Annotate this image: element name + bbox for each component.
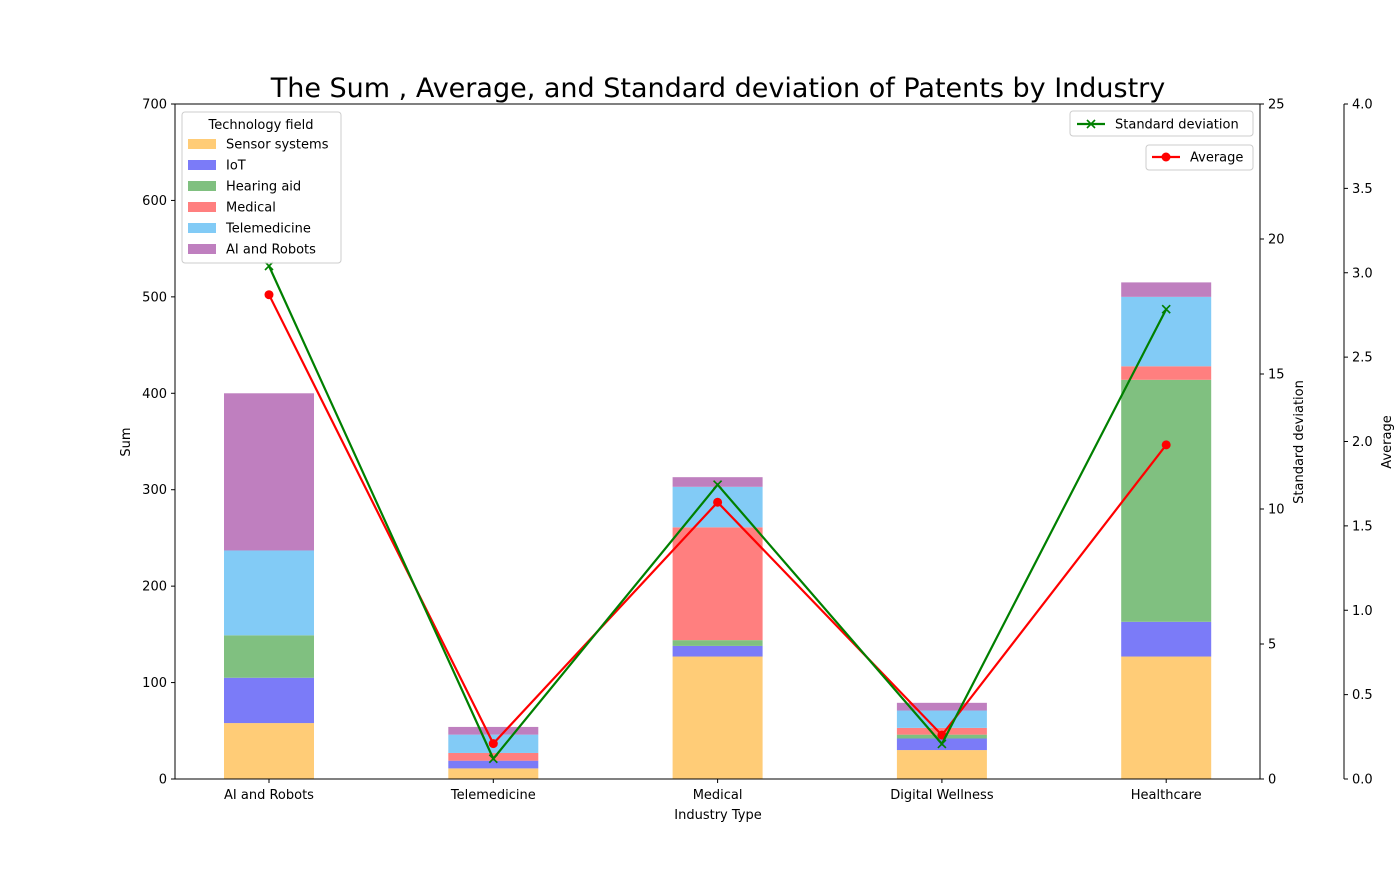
average-tick-label: 3.5	[1352, 182, 1373, 197]
bar-segment	[1121, 657, 1211, 779]
y-tick-label: 400	[142, 387, 167, 402]
std-tick-label: 0	[1268, 773, 1276, 788]
legend-swatch	[188, 223, 216, 233]
legend-swatch	[188, 139, 216, 149]
average-tick-label: 1.0	[1352, 604, 1373, 619]
average-point	[713, 498, 722, 507]
std-tick-label: 10	[1268, 503, 1285, 518]
average-tick-label: 3.0	[1352, 266, 1373, 281]
x-tick-label: Medical	[693, 788, 743, 803]
x-tick-label: AI and Robots	[224, 788, 314, 803]
y-tick-label: 0	[159, 773, 167, 788]
bar-segment	[224, 393, 314, 550]
legend-technology-field: Technology field Sensor systems IoT Hearing…	[182, 112, 341, 263]
legend-label: IoT	[226, 159, 246, 174]
average-tick-label: 1.5	[1352, 519, 1373, 534]
legend-label: Standard deviation	[1115, 118, 1239, 133]
bar-segment	[224, 550, 314, 635]
y-tick-label: 500	[142, 290, 167, 305]
y-tick-label: 700	[142, 98, 167, 113]
bar-segment	[448, 768, 538, 779]
std-tick-label: 5	[1268, 638, 1276, 653]
bar-segment	[1121, 380, 1211, 622]
legend-standard-deviation: Standard deviation	[1070, 111, 1253, 136]
y-axis-label-average: Average	[1380, 415, 1395, 468]
bar-segment	[448, 761, 538, 769]
std-tick-label: 15	[1268, 368, 1285, 383]
bar-segment	[673, 646, 763, 657]
legend-swatch	[188, 244, 216, 254]
chart-title: The Sum , Average, and Standard deviatio…	[270, 73, 1166, 104]
bar-segment	[673, 527, 763, 640]
bars-layer	[224, 282, 1211, 779]
legend-average: Average	[1146, 145, 1253, 170]
average-tick-label: 2.5	[1352, 351, 1373, 366]
std-tick-label: 25	[1268, 98, 1285, 113]
bar-segment	[224, 678, 314, 723]
bar-segment	[224, 635, 314, 677]
y-axis-label-std: Standard deviation	[1292, 380, 1307, 504]
bar-segment	[897, 750, 987, 779]
legend-label: Medical	[226, 201, 276, 216]
bar-segment	[673, 657, 763, 779]
x-tick-label: Telemedicine	[450, 788, 536, 803]
legend-swatch	[188, 202, 216, 212]
average-point	[489, 739, 498, 748]
y-tick-label: 200	[142, 580, 167, 595]
legend-swatch	[188, 181, 216, 191]
legend-label: Hearing aid	[226, 180, 301, 195]
y-tick-label: 300	[142, 483, 167, 498]
bar-segment	[1121, 282, 1211, 296]
legend-swatch	[188, 160, 216, 170]
legend-label: Sensor systems	[226, 138, 329, 153]
bar-segment	[1121, 622, 1211, 657]
x-tick-label: Digital Wellness	[890, 788, 994, 803]
average-tick-label: 0.0	[1352, 773, 1373, 788]
legend-label: AI and Robots	[226, 243, 316, 258]
legend-label: Telemedicine	[225, 222, 311, 237]
bar-segment	[224, 723, 314, 779]
legend-label: Average	[1190, 151, 1243, 166]
x-tick-label: Healthcare	[1131, 788, 1202, 803]
average-point	[1162, 440, 1171, 449]
x-axis-label: Industry Type	[674, 808, 761, 823]
y-tick-label: 100	[142, 676, 167, 691]
legend-title: Technology field	[207, 118, 313, 133]
bar-segment	[897, 711, 987, 728]
average-tick-label: 4.0	[1352, 98, 1373, 113]
y-axis-label-sum: Sum	[119, 427, 134, 456]
average-tick-label: 2.0	[1352, 435, 1373, 450]
std-tick-label: 20	[1268, 233, 1285, 248]
average-tick-label: 0.5	[1352, 688, 1373, 703]
bar-segment	[673, 640, 763, 646]
average-point	[265, 290, 274, 299]
legend-marker	[1162, 153, 1171, 162]
y-tick-label: 600	[142, 194, 167, 209]
bar-segment	[1121, 297, 1211, 366]
bar-segment	[448, 727, 538, 735]
